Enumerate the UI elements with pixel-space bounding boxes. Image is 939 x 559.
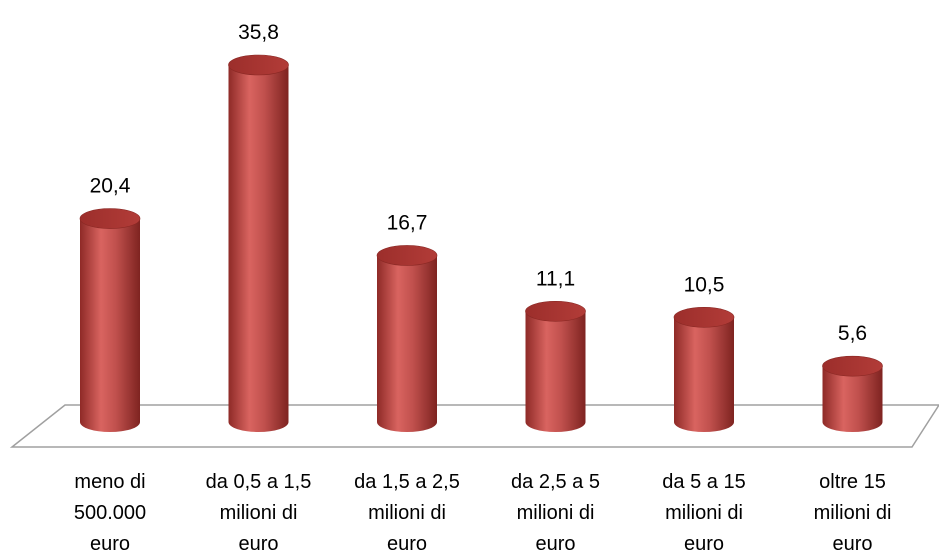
value-label: 11,1 xyxy=(536,267,575,290)
value-labels-group: 20,4 35,8 16,7 11,1 10,5 5,6 xyxy=(90,21,868,345)
bar-top xyxy=(822,355,883,377)
category-label: da 5 a 15 milioni di euro xyxy=(662,471,745,555)
category-label: meno di 500.000 euro xyxy=(74,471,146,555)
bar-top xyxy=(673,306,735,328)
category-label: oltre 15 milioni di euro xyxy=(814,471,892,555)
bar xyxy=(79,208,141,432)
bar-body xyxy=(377,255,437,432)
category-label: da 1,5 a 2,5 milioni di euro xyxy=(354,471,460,555)
bar-body xyxy=(674,317,734,432)
bar xyxy=(822,355,883,432)
value-label: 35,8 xyxy=(238,21,279,44)
category-label: da 2,5 a 5 milioni di euro xyxy=(511,471,600,555)
bar-top xyxy=(79,208,141,229)
value-label: 20,4 xyxy=(90,175,131,198)
value-label: 5,6 xyxy=(838,322,867,345)
category-label: da 0,5 a 1,5 milioni di euro xyxy=(206,471,312,555)
bar xyxy=(228,54,289,432)
bar xyxy=(525,301,586,432)
bar-body xyxy=(80,218,140,432)
bar-body xyxy=(525,311,586,432)
bar-body xyxy=(822,366,883,432)
bars-group xyxy=(79,54,883,432)
bar xyxy=(673,306,735,432)
bar-top xyxy=(525,301,586,322)
category-labels-group: meno di 500.000 euro da 0,5 a 1,5 milioni di… xyxy=(74,471,892,555)
bar-top xyxy=(376,245,438,266)
bar xyxy=(376,245,438,432)
chart-floor xyxy=(9,404,939,448)
value-label: 16,7 xyxy=(387,211,428,234)
value-label: 10,5 xyxy=(684,273,725,296)
bar-body xyxy=(228,65,289,432)
bar-top xyxy=(228,54,289,76)
